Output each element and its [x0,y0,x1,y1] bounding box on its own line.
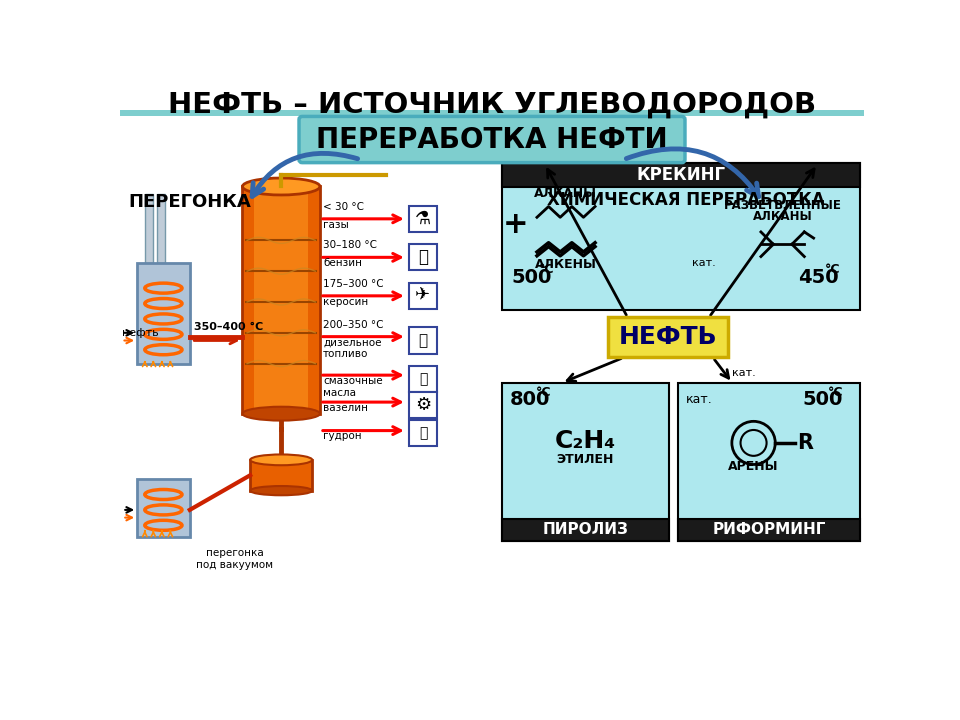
Text: смазочные
масла: смазочные масла [324,376,383,397]
Bar [120,110,864,116]
Bar [502,163,860,310]
Text: кат.: кат. [685,393,712,406]
Text: НЕФТЬ – ИСТОЧНИК УГЛЕВОДОРОДОВ: НЕФТЬ – ИСТОЧНИК УГЛЕВОДОРОДОВ [168,90,816,118]
Text: ✈: ✈ [416,287,431,305]
Bar [409,328,437,354]
Text: КРЕКИНГ: КРЕКИНГ [636,166,726,184]
Text: ⚗: ⚗ [415,210,431,228]
Ellipse shape [251,486,312,495]
Bar [243,186,320,414]
Bar [409,420,437,446]
Text: ⚙: ⚙ [415,396,431,414]
Ellipse shape [251,454,312,465]
Bar [409,283,437,309]
Text: 450: 450 [798,268,839,287]
Text: 🚜: 🚜 [419,333,427,348]
Text: 🚗: 🚗 [418,248,428,266]
Text: 200–350 °C: 200–350 °C [324,320,384,330]
Text: РАЗВЕТВЛЕННЫЕ: РАЗВЕТВЛЕННЫЕ [724,199,842,212]
Text: РИФОРМИНГ: РИФОРМИНГ [712,523,826,537]
Text: нефть: нефть [122,328,159,338]
FancyArrowPatch shape [626,149,758,197]
Text: газы: газы [324,220,348,230]
Bar [409,392,437,418]
Text: НЕФТЬ: НЕФТЬ [619,325,718,349]
Text: АЛКАНЫ: АЛКАНЫ [534,187,597,200]
Text: 800: 800 [510,390,550,409]
Text: АЛКЕНЫ: АЛКЕНЫ [535,258,596,271]
Ellipse shape [243,407,320,420]
Text: °С: °С [826,263,841,276]
Ellipse shape [243,178,320,195]
Text: 🛣: 🛣 [419,426,427,440]
Text: АЛКАНЫ: АЛКАНЫ [753,210,812,223]
Text: C₂H₄: C₂H₄ [555,428,616,453]
FancyArrowPatch shape [252,153,357,197]
Bar [157,194,165,264]
Text: керосин: керосин [324,297,369,307]
Bar [409,366,437,392]
Text: R: R [797,433,813,453]
Text: кат.: кат. [692,258,716,269]
Bar [609,318,729,357]
Text: 500: 500 [802,390,842,409]
Text: ЭТИЛЕН: ЭТИЛЕН [557,454,614,467]
Text: ХИМИЧЕСКАЯ ПЕРЕРАБОТКА: ХИМИЧЕСКАЯ ПЕРЕРАБОТКА [547,192,825,210]
Bar [678,383,860,541]
Text: дизельное
топливо: дизельное топливо [324,338,381,359]
Text: ПЕРЕГОНКА: ПЕРЕГОНКА [129,193,252,211]
Bar [678,519,860,541]
Text: АРЕНЫ: АРЕНЫ [729,459,779,472]
Bar [137,479,190,537]
Bar [145,194,153,264]
Text: 350–400 °C: 350–400 °C [194,322,263,332]
Bar [409,244,437,271]
Text: 30–180 °C: 30–180 °C [324,240,377,251]
Text: ПЕРЕРАБОТКА НЕФТИ: ПЕРЕРАБОТКА НЕФТИ [316,125,668,153]
Text: 🍾: 🍾 [419,372,427,386]
Text: кат.: кат. [732,368,756,378]
Bar [502,163,860,186]
Text: гудрон: гудрон [324,431,362,441]
Text: 500: 500 [512,268,552,287]
Bar [254,190,308,410]
Bar [409,206,437,232]
Bar [502,383,669,541]
Text: °С: °С [539,263,554,276]
Bar [502,519,669,541]
Text: °С: °С [537,387,552,400]
Bar [137,264,190,364]
Text: бензин: бензин [324,258,362,268]
Text: перегонка
под вакуумом: перегонка под вакуумом [196,549,274,570]
FancyBboxPatch shape [299,117,685,163]
Text: °С: °С [828,387,844,400]
Text: +: + [503,210,529,240]
Text: < 30 °C: < 30 °C [324,202,364,212]
Text: 175–300 °C: 175–300 °C [324,279,384,289]
Text: ПИРОЛИЗ: ПИРОЛИЗ [542,523,629,537]
Bar [251,460,312,490]
Text: вазелин: вазелин [324,403,368,413]
